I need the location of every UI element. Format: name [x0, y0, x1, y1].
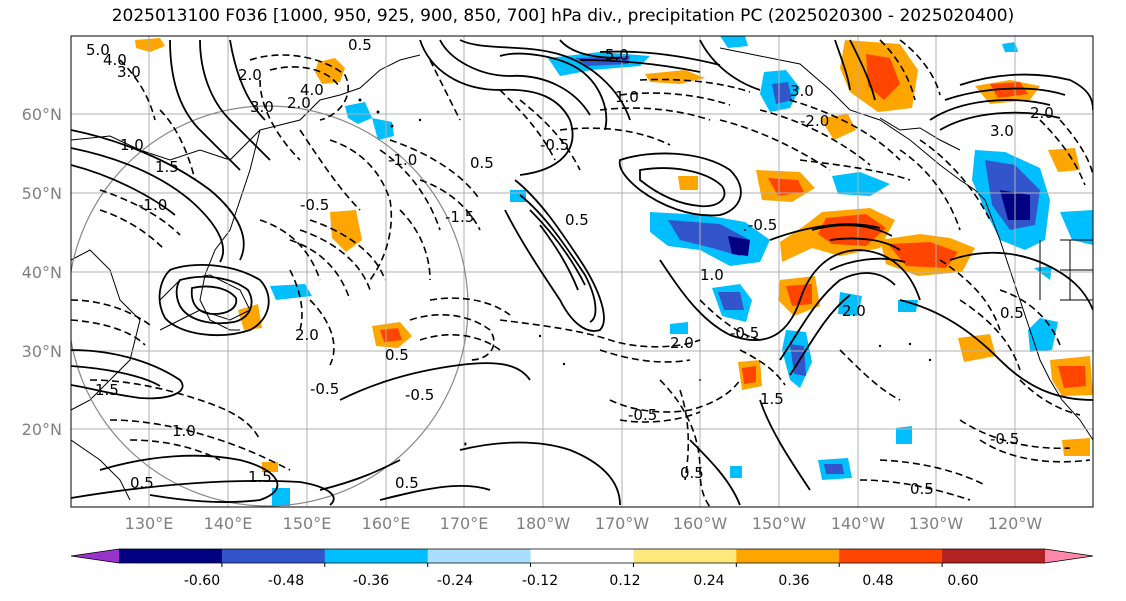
- longitude-labels: 130°E 140°E 150°E 160°E 170°E 180°W 170°…: [125, 514, 1043, 533]
- contour-label: 5.0: [605, 46, 629, 64]
- colorbar-segment: [427, 549, 532, 563]
- colorbar-segment: [221, 549, 326, 563]
- lat-label: 20°N: [22, 420, 62, 439]
- colorbar-tick-label: 0.12: [609, 573, 640, 589]
- contour-label: 3.0: [250, 98, 274, 116]
- lon-label: 180°W: [516, 514, 571, 533]
- contour-label: 0.5: [385, 346, 409, 364]
- lat-label: 30°N: [22, 342, 62, 361]
- contours-negative: [71, 39, 1093, 507]
- lat-label: 40°N: [22, 263, 62, 282]
- lon-label: 170°W: [595, 514, 650, 533]
- lon-label: 140°W: [831, 514, 886, 533]
- contour-label: 3.0: [790, 82, 814, 100]
- colorbar-tick-label: -0.12: [522, 573, 558, 589]
- colorbar-segment: [839, 549, 943, 563]
- lon-label: 120°W: [988, 514, 1043, 533]
- contour-label: -0.5: [990, 430, 1019, 448]
- contour-label: 3.0: [117, 63, 141, 81]
- contour-label: -0.5: [748, 216, 777, 234]
- colorbar-tick-label: 0.24: [693, 573, 724, 589]
- contour-label: 2.0: [842, 302, 866, 320]
- contour-label: 0.5: [130, 474, 154, 492]
- colorbar-tick-label: 0.48: [862, 573, 893, 589]
- contour-label: 0.5: [680, 464, 704, 482]
- lat-label: 60°N: [22, 105, 62, 124]
- contour-label: 3.0: [990, 122, 1014, 140]
- colorbar-segment: [736, 549, 840, 563]
- contour-label: 2.0: [670, 334, 694, 352]
- colorbar-segment: [633, 549, 737, 563]
- coastlines: [71, 47, 1093, 501]
- contour-label: 1.5: [155, 158, 179, 176]
- contour-label: 1.5: [95, 381, 119, 399]
- contour-label: 1.5: [760, 390, 784, 408]
- lon-label: 140°E: [204, 514, 253, 533]
- contour-label: -0.5: [310, 380, 339, 398]
- colorbar-segment: [530, 549, 634, 563]
- colorbar-tick-label: -0.60: [184, 573, 220, 589]
- lon-label: 130°E: [125, 514, 174, 533]
- lon-label: 160°W: [673, 514, 728, 533]
- lon-label: 160°E: [362, 514, 411, 533]
- map-content: [71, 36, 1093, 507]
- colorbar-tick-label: 0.36: [778, 573, 809, 589]
- contour-label: 5.0: [86, 41, 110, 59]
- contour-label: -1.0: [388, 151, 417, 169]
- contour-label: -1.0: [138, 196, 167, 214]
- contour-labels: 5.0 4.0 3.0 0.5 2.0 1.0 -1.5 -0.5 1.5 -1…: [86, 36, 1054, 498]
- colorbar-tick-label: -0.36: [353, 573, 389, 589]
- map-title: 2025013100 F036 [1000, 950, 925, 900, 85…: [111, 6, 1015, 26]
- contour-label: 1.0: [700, 266, 724, 284]
- colorbar-tick-labels: -0.60 -0.48 -0.36 -0.24 -0.12 0.12 0.24 …: [184, 573, 979, 589]
- lon-label: 150°W: [752, 514, 807, 533]
- contour-label: 2.0: [287, 94, 311, 112]
- contour-label: 1.5: [248, 468, 272, 486]
- contour-label: 0.5: [1000, 304, 1024, 322]
- colorbar-segment: [119, 549, 223, 563]
- colorbar-outline: [70, 548, 1094, 564]
- colorbar-tick-label: 0.60: [947, 573, 978, 589]
- colorbar-tick-label: -0.24: [437, 573, 473, 589]
- colorbar-segment: [942, 549, 1046, 563]
- contour-label: -0.5: [730, 324, 759, 342]
- contour-label: -0.5: [540, 136, 569, 154]
- lon-label: 130°W: [909, 514, 964, 533]
- contour-label: 0.5: [910, 480, 934, 498]
- contour-label: -2.0: [800, 112, 829, 130]
- lon-label: 150°E: [283, 514, 332, 533]
- contour-label: 0.5: [348, 36, 372, 54]
- map-frame: [70, 35, 1094, 508]
- colorbar-extend-low: [71, 549, 119, 563]
- colorbar: [70, 548, 1094, 567]
- contour-label: -0.5: [300, 196, 329, 214]
- contour-label: 1.0: [615, 88, 639, 106]
- colorbar-tick-label: -0.48: [268, 573, 304, 589]
- contour-label: 0.5: [470, 154, 494, 172]
- contour-label: 1.0: [120, 136, 144, 154]
- contour-label: -0.5: [405, 386, 434, 404]
- contour-label: -0.5: [628, 406, 657, 424]
- contour-label: 2.0: [1030, 104, 1054, 122]
- contour-label: 0.5: [395, 474, 419, 492]
- lat-label: 50°N: [22, 184, 62, 203]
- contour-label: -1.5: [445, 208, 474, 226]
- contour-label: 0.5: [565, 211, 589, 229]
- colorbar-extend-high: [1045, 549, 1093, 563]
- latitude-labels: 60°N 50°N 40°N 30°N 20°N: [22, 105, 62, 439]
- colorbar-segment: [324, 549, 429, 563]
- reference-circle: [71, 105, 469, 507]
- contour-label: 2.0: [238, 66, 262, 84]
- contour-label: 4.0: [300, 81, 324, 99]
- contour-label: 1.0: [172, 422, 196, 440]
- contour-label: 4.0: [103, 51, 127, 69]
- lon-label: 170°E: [440, 514, 489, 533]
- contour-label: 2.0: [295, 326, 319, 344]
